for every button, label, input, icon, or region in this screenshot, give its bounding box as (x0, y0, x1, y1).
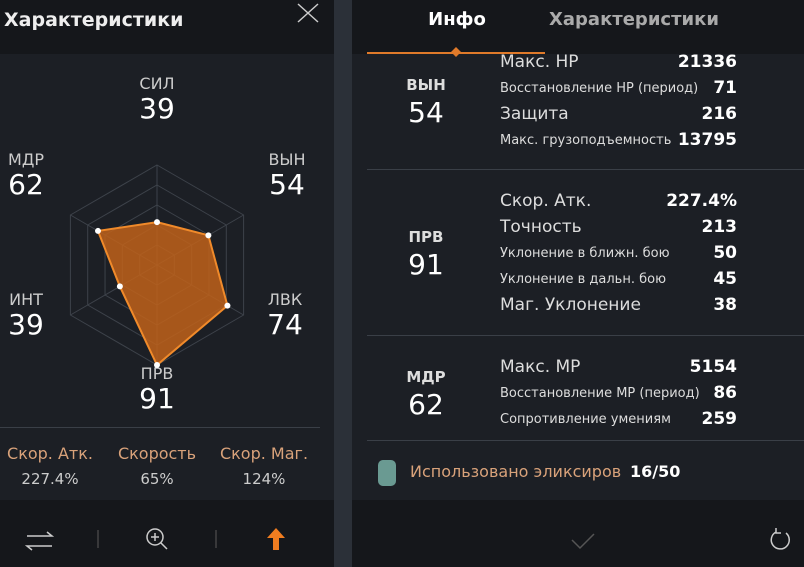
group-value: 62 (408, 388, 444, 421)
row-label: Восстановление MP (период) (500, 386, 700, 401)
row-value: 227.4% (666, 191, 737, 211)
row-label: Уклонение в ближн. бою (500, 246, 670, 261)
row-label: Сопротивление умениям (500, 412, 671, 427)
row-value: 45 (713, 269, 737, 289)
elixir-value: 16/50 (630, 462, 681, 481)
row-label: Маг. Уклонение (500, 295, 641, 315)
bottom-bar (0, 500, 334, 567)
group-stat: ПРВ (408, 228, 444, 246)
radar-label: СИЛ (139, 74, 175, 93)
stat-value: 124% (242, 470, 286, 488)
row-label: Макс. грузоподъемность (500, 133, 672, 148)
group-divider (367, 169, 804, 170)
row-value: 50 (713, 243, 737, 263)
row-value: 216 (701, 104, 738, 124)
row-label: Защита (500, 104, 569, 124)
divider (0, 427, 320, 428)
radar-value: 74 (267, 308, 303, 341)
row-value: 21336 (677, 54, 737, 72)
divider (367, 440, 804, 441)
tab: Инфо (428, 9, 486, 30)
bottom-bar (352, 500, 804, 567)
row-value: 213 (701, 217, 738, 237)
row-value: 38 (713, 295, 737, 315)
radar-label: ВЫН (268, 150, 306, 169)
row-label: Макс. HP (500, 54, 579, 72)
stat-value: 65% (140, 470, 174, 488)
radar-label: МДР (8, 150, 44, 169)
radar-value: 62 (8, 168, 44, 201)
radar-label: ЛВК (267, 290, 303, 309)
row-label: Точность (500, 217, 582, 237)
left-title: Характеристики (4, 9, 184, 31)
elixir-label: Использовано эликсиров (410, 462, 622, 481)
left-panel: Характеристики СИЛ 39 ВЫН 54 ЛВК 74 ПРВ 91 ИНТ 39… (0, 0, 334, 567)
left-header (0, 0, 334, 54)
radar-value: 91 (139, 382, 175, 415)
radar-value: 39 (8, 308, 44, 341)
radar-label: ПРВ (140, 364, 174, 383)
stat-value: 227.4% (21, 470, 79, 488)
right-panel: ВЫН 54 Макс. HP 21336 Восстановление HP (пер… (352, 0, 804, 567)
row-value: 13795 (677, 130, 737, 150)
radar-value: 54 (269, 168, 305, 201)
row-value: 71 (713, 78, 737, 98)
radar-value: 39 (139, 92, 175, 125)
group-value: 54 (408, 96, 444, 129)
radar-label: ИНТ (9, 290, 43, 309)
row-label: Восстановление HP (период) (500, 81, 699, 96)
group-stat: ВЫН (406, 76, 446, 94)
group-divider (367, 335, 804, 336)
group-stat: МДР (406, 368, 446, 386)
stat-list: ВЫН 54 Макс. HP 21336 Восстановление HP (пер… (352, 54, 804, 440)
row-label: Макс. MP (500, 357, 581, 377)
row-value: 5154 (689, 357, 737, 377)
row-value: 86 (713, 383, 737, 403)
stat-label: Скорость (117, 444, 197, 463)
stat-label: Скор. Атк. (7, 444, 93, 463)
tab: Характеристики (549, 9, 719, 30)
group-value: 91 (408, 248, 444, 281)
row-value: 259 (701, 409, 738, 429)
stat-label: Скор. Маг. (219, 444, 309, 463)
tab-bar (352, 0, 804, 54)
row-label: Скор. Атк. (500, 191, 592, 211)
row-label: Уклонение в дальн. бою (500, 272, 667, 287)
